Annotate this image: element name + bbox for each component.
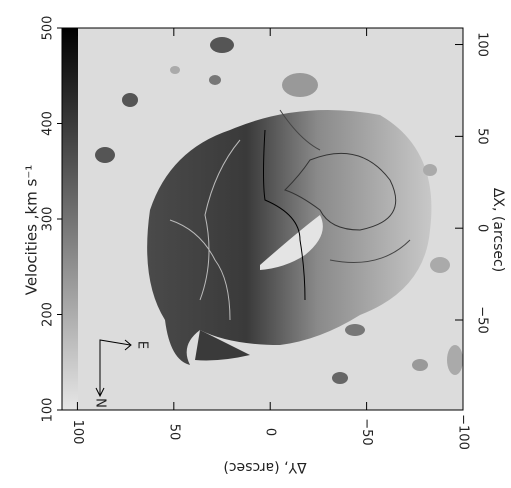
x-tick-label: 50 — [166, 424, 181, 441]
y-tick-label: −50 — [475, 306, 490, 333]
y-tick-label: 0 — [475, 224, 490, 232]
colorbar-tick-label: 500 — [41, 16, 56, 41]
colorbar-tick-label: 100 — [41, 398, 56, 423]
compass-east: E — [135, 341, 150, 349]
x-tick-label: −50 — [359, 418, 374, 445]
x-tick-label: 100 — [70, 420, 85, 445]
colorbar-tick-label: 300 — [41, 207, 56, 232]
colorbar — [62, 28, 78, 410]
colorbar-tick-label: 400 — [41, 111, 56, 136]
compass-north: N — [93, 398, 108, 408]
y-axis-label: ΔX, (arcsec) — [490, 188, 506, 272]
compass — [95, 339, 132, 398]
x-tick-label: 0 — [263, 428, 278, 436]
colorbar-tick-label: 200 — [41, 302, 56, 327]
velocity-field — [95, 37, 463, 384]
colorbar-label: Velocities ,km s⁻¹ — [23, 165, 41, 296]
y-tick-label: 100 — [475, 32, 490, 57]
x-tick-label: −100 — [456, 414, 471, 450]
y-tick-label: 50 — [475, 128, 490, 145]
x-axis-label: ΔY, (arcsec) — [223, 459, 306, 475]
